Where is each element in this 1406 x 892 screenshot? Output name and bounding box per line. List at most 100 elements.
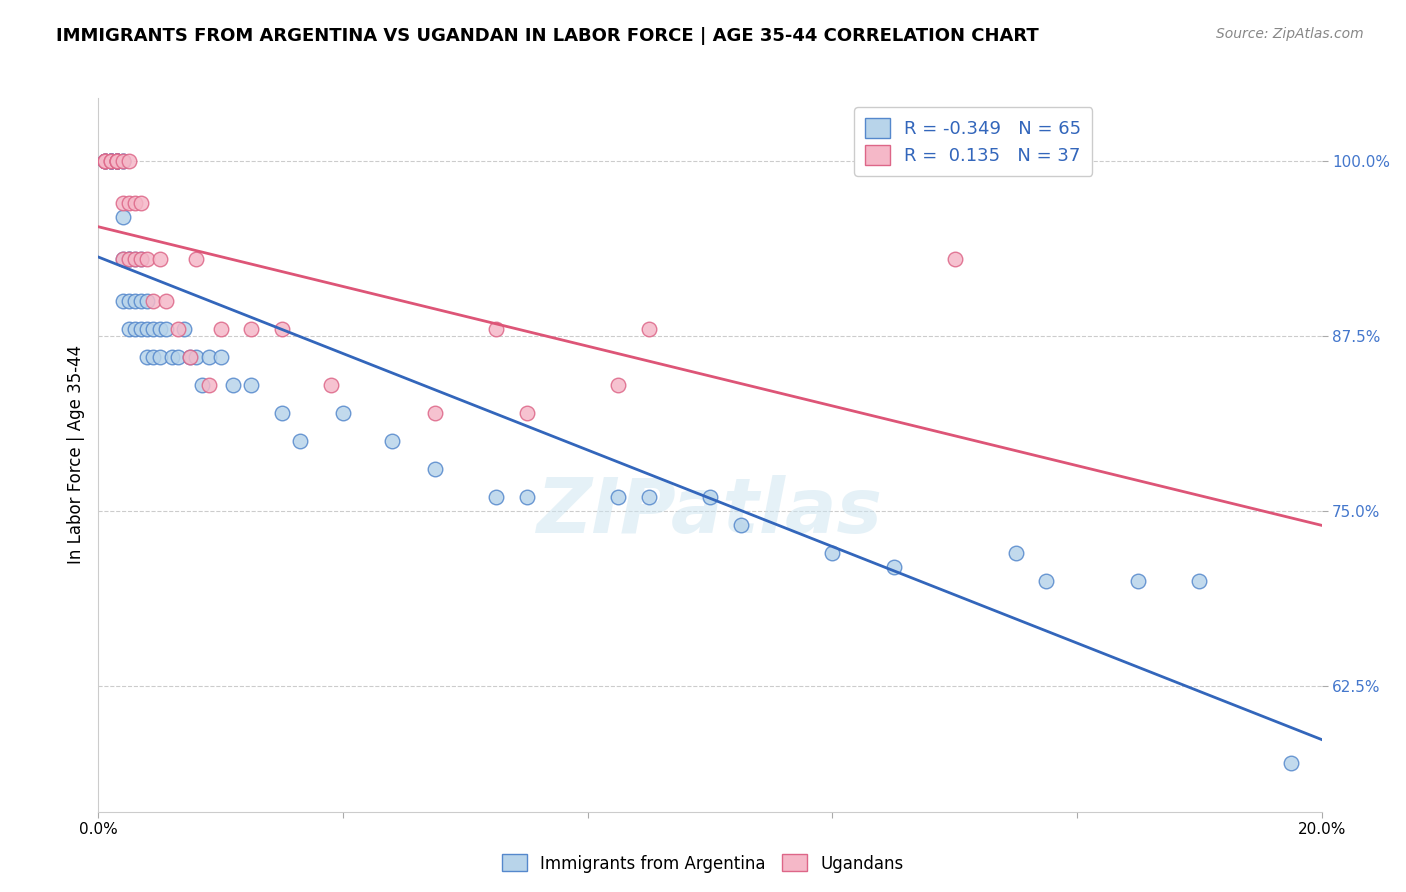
Point — [136, 322, 159, 336]
Point — [118, 322, 141, 336]
Point — [167, 322, 190, 336]
Point — [730, 517, 752, 532]
Point — [105, 154, 128, 169]
Point — [1279, 756, 1302, 770]
Point — [136, 252, 159, 266]
Point — [105, 154, 128, 169]
Point — [142, 322, 165, 336]
Point — [105, 154, 128, 169]
Point — [100, 154, 122, 169]
Point — [118, 293, 141, 308]
Point — [423, 406, 446, 420]
Point — [240, 322, 263, 336]
Point — [111, 252, 134, 266]
Point — [100, 154, 122, 169]
Point — [124, 322, 146, 336]
Point — [179, 350, 201, 364]
Point — [111, 210, 134, 224]
Point — [100, 154, 122, 169]
Point — [381, 434, 404, 448]
Point — [105, 154, 128, 169]
Point — [607, 378, 630, 392]
Point — [142, 293, 165, 308]
Point — [883, 559, 905, 574]
Text: IMMIGRANTS FROM ARGENTINA VS UGANDAN IN LABOR FORCE | AGE 35-44 CORRELATION CHAR: IMMIGRANTS FROM ARGENTINA VS UGANDAN IN … — [56, 27, 1039, 45]
Point — [105, 154, 128, 169]
Point — [129, 293, 152, 308]
Point — [118, 196, 141, 211]
Point — [179, 350, 201, 364]
Point — [186, 252, 208, 266]
Point — [124, 252, 146, 266]
Point — [637, 322, 661, 336]
Legend: R = -0.349   N = 65, R =  0.135   N = 37: R = -0.349 N = 65, R = 0.135 N = 37 — [853, 107, 1092, 176]
Point — [607, 490, 630, 504]
Point — [423, 462, 446, 476]
Point — [270, 406, 292, 420]
Point — [93, 154, 115, 169]
Point — [186, 350, 208, 364]
Point — [118, 252, 141, 266]
Point — [149, 252, 172, 266]
Text: ZIPatlas: ZIPatlas — [537, 475, 883, 549]
Point — [637, 490, 661, 504]
Point — [111, 293, 134, 308]
Point — [129, 252, 152, 266]
Point — [209, 350, 232, 364]
Point — [129, 322, 152, 336]
Point — [111, 154, 134, 169]
Point — [516, 490, 538, 504]
Point — [93, 154, 115, 169]
Point — [155, 293, 177, 308]
Point — [100, 154, 122, 169]
Point — [485, 490, 508, 504]
Point — [129, 252, 152, 266]
Point — [100, 154, 122, 169]
Point — [124, 252, 146, 266]
Point — [105, 154, 128, 169]
Point — [136, 293, 159, 308]
Point — [129, 196, 152, 211]
Point — [167, 350, 190, 364]
Point — [105, 154, 128, 169]
Point — [699, 490, 721, 504]
Point — [136, 350, 159, 364]
Point — [197, 378, 219, 392]
Point — [485, 322, 508, 336]
Point — [1004, 546, 1026, 560]
Legend: Immigrants from Argentina, Ugandans: Immigrants from Argentina, Ugandans — [495, 847, 911, 880]
Point — [160, 350, 183, 364]
Point — [118, 252, 141, 266]
Point — [191, 378, 214, 392]
Point — [821, 546, 844, 560]
Point — [943, 252, 966, 266]
Point — [332, 406, 354, 420]
Point — [105, 154, 128, 169]
Point — [105, 154, 128, 169]
Point — [124, 293, 146, 308]
Point — [155, 322, 177, 336]
Point — [93, 154, 115, 169]
Point — [209, 322, 232, 336]
Point — [1188, 574, 1211, 588]
Point — [93, 154, 115, 169]
Point — [516, 406, 538, 420]
Point — [93, 154, 115, 169]
Point — [105, 154, 128, 169]
Point — [290, 434, 312, 448]
Point — [100, 154, 122, 169]
Point — [149, 350, 172, 364]
Point — [222, 378, 245, 392]
Point — [100, 154, 122, 169]
Point — [149, 322, 172, 336]
Point — [111, 154, 134, 169]
Point — [1128, 574, 1150, 588]
Y-axis label: In Labor Force | Age 35-44: In Labor Force | Age 35-44 — [66, 345, 84, 565]
Point — [124, 196, 146, 211]
Point — [197, 350, 219, 364]
Point — [118, 252, 141, 266]
Point — [111, 154, 134, 169]
Text: Source: ZipAtlas.com: Source: ZipAtlas.com — [1216, 27, 1364, 41]
Point — [142, 350, 165, 364]
Point — [118, 154, 141, 169]
